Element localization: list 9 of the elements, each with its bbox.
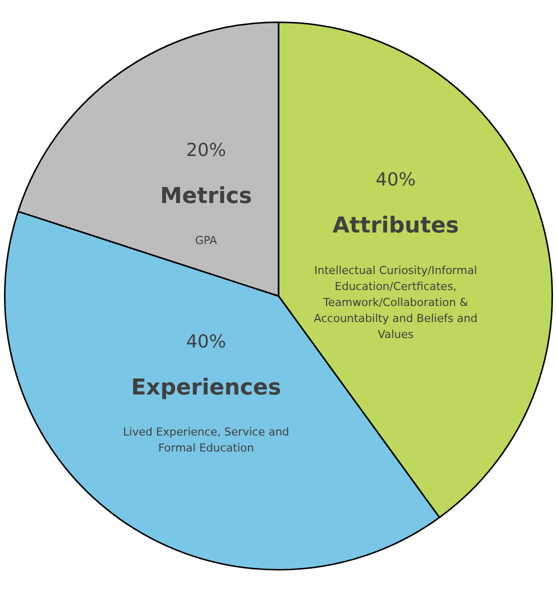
data-label: 20%	[186, 140, 226, 162]
data-label: 40%	[186, 331, 226, 352]
data-label: 40%	[376, 170, 416, 191]
slice-label: Attributes	[332, 214, 459, 239]
text: Intellectual Curiosity/Informal Education/Certficates, Teamwork/Collaboration & Accountabilty and Beliefs and Values	[314, 264, 478, 341]
slice-label: Metrics	[160, 184, 252, 210]
text: GPA	[195, 234, 218, 248]
slice-label: Experiences	[131, 375, 282, 400]
text: Lived Experience, Service and Formal Education	[123, 426, 290, 455]
